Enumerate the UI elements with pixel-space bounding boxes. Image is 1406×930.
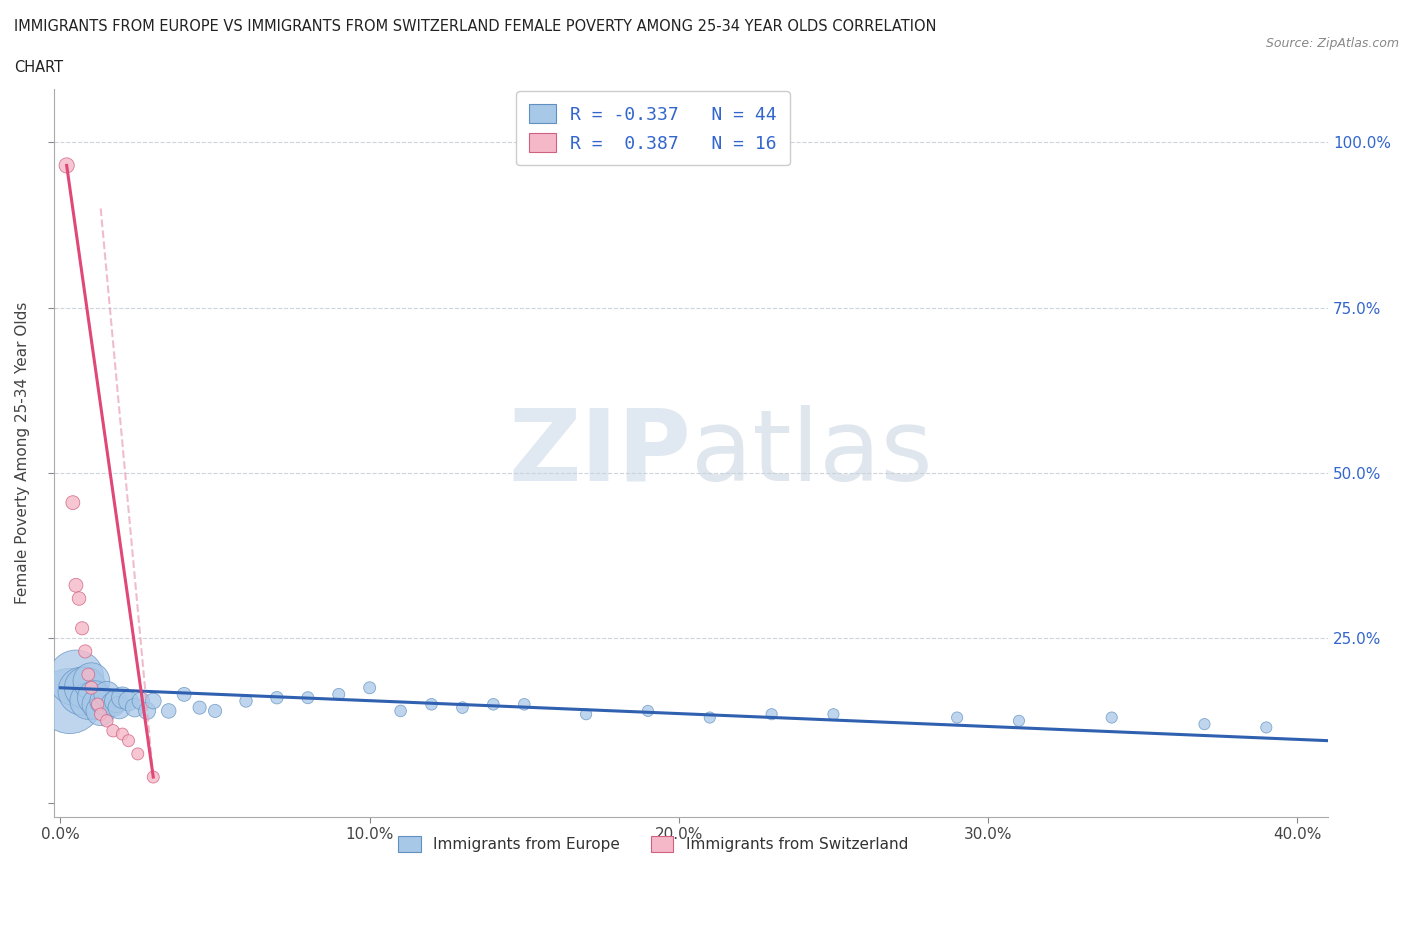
- Point: [946, 711, 969, 725]
- Point: [117, 694, 139, 709]
- Point: [188, 700, 211, 715]
- Point: [420, 697, 443, 711]
- Point: [83, 690, 105, 705]
- Point: [75, 681, 97, 696]
- Point: [1008, 713, 1031, 728]
- Legend: Immigrants from Europe, Immigrants from Switzerland: Immigrants from Europe, Immigrants from …: [391, 828, 915, 860]
- Point: [93, 694, 115, 709]
- Point: [101, 724, 124, 738]
- Point: [108, 700, 131, 715]
- Point: [173, 687, 195, 702]
- Point: [62, 495, 84, 510]
- Point: [575, 707, 598, 722]
- Point: [70, 621, 93, 636]
- Point: [1194, 717, 1216, 732]
- Text: ZIP: ZIP: [509, 405, 692, 501]
- Point: [70, 684, 93, 698]
- Point: [117, 733, 139, 748]
- Point: [65, 578, 87, 592]
- Point: [59, 694, 82, 709]
- Point: [157, 703, 180, 718]
- Point: [823, 707, 845, 722]
- Point: [80, 681, 103, 696]
- Point: [124, 700, 146, 715]
- Point: [136, 703, 159, 718]
- Point: [142, 770, 165, 785]
- Point: [637, 703, 659, 718]
- Point: [90, 703, 112, 718]
- Point: [75, 644, 97, 658]
- Point: [101, 697, 124, 711]
- Point: [105, 694, 128, 709]
- Point: [90, 707, 112, 722]
- Point: [96, 713, 118, 728]
- Point: [77, 667, 100, 682]
- Point: [67, 591, 90, 606]
- Point: [129, 694, 152, 709]
- Point: [359, 681, 381, 696]
- Text: IMMIGRANTS FROM EUROPE VS IMMIGRANTS FROM SWITZERLAND FEMALE POVERTY AMONG 25-34: IMMIGRANTS FROM EUROPE VS IMMIGRANTS FRO…: [14, 19, 936, 33]
- Point: [86, 697, 108, 711]
- Point: [451, 700, 474, 715]
- Point: [328, 687, 350, 702]
- Point: [65, 671, 87, 685]
- Point: [127, 747, 149, 762]
- Point: [235, 694, 257, 709]
- Text: Source: ZipAtlas.com: Source: ZipAtlas.com: [1265, 37, 1399, 50]
- Point: [297, 690, 319, 705]
- Point: [1256, 720, 1278, 735]
- Point: [266, 690, 288, 705]
- Point: [86, 697, 108, 711]
- Point: [80, 673, 103, 688]
- Text: CHART: CHART: [14, 60, 63, 75]
- Point: [111, 690, 134, 705]
- Point: [761, 707, 783, 722]
- Point: [96, 687, 118, 702]
- Point: [204, 703, 226, 718]
- Point: [699, 711, 721, 725]
- Point: [142, 694, 165, 709]
- Point: [389, 703, 412, 718]
- Y-axis label: Female Poverty Among 25-34 Year Olds: Female Poverty Among 25-34 Year Olds: [15, 302, 30, 604]
- Point: [77, 694, 100, 709]
- Point: [111, 726, 134, 741]
- Point: [482, 697, 505, 711]
- Point: [513, 697, 536, 711]
- Point: [55, 158, 77, 173]
- Point: [1101, 711, 1123, 725]
- Text: atlas: atlas: [692, 405, 932, 501]
